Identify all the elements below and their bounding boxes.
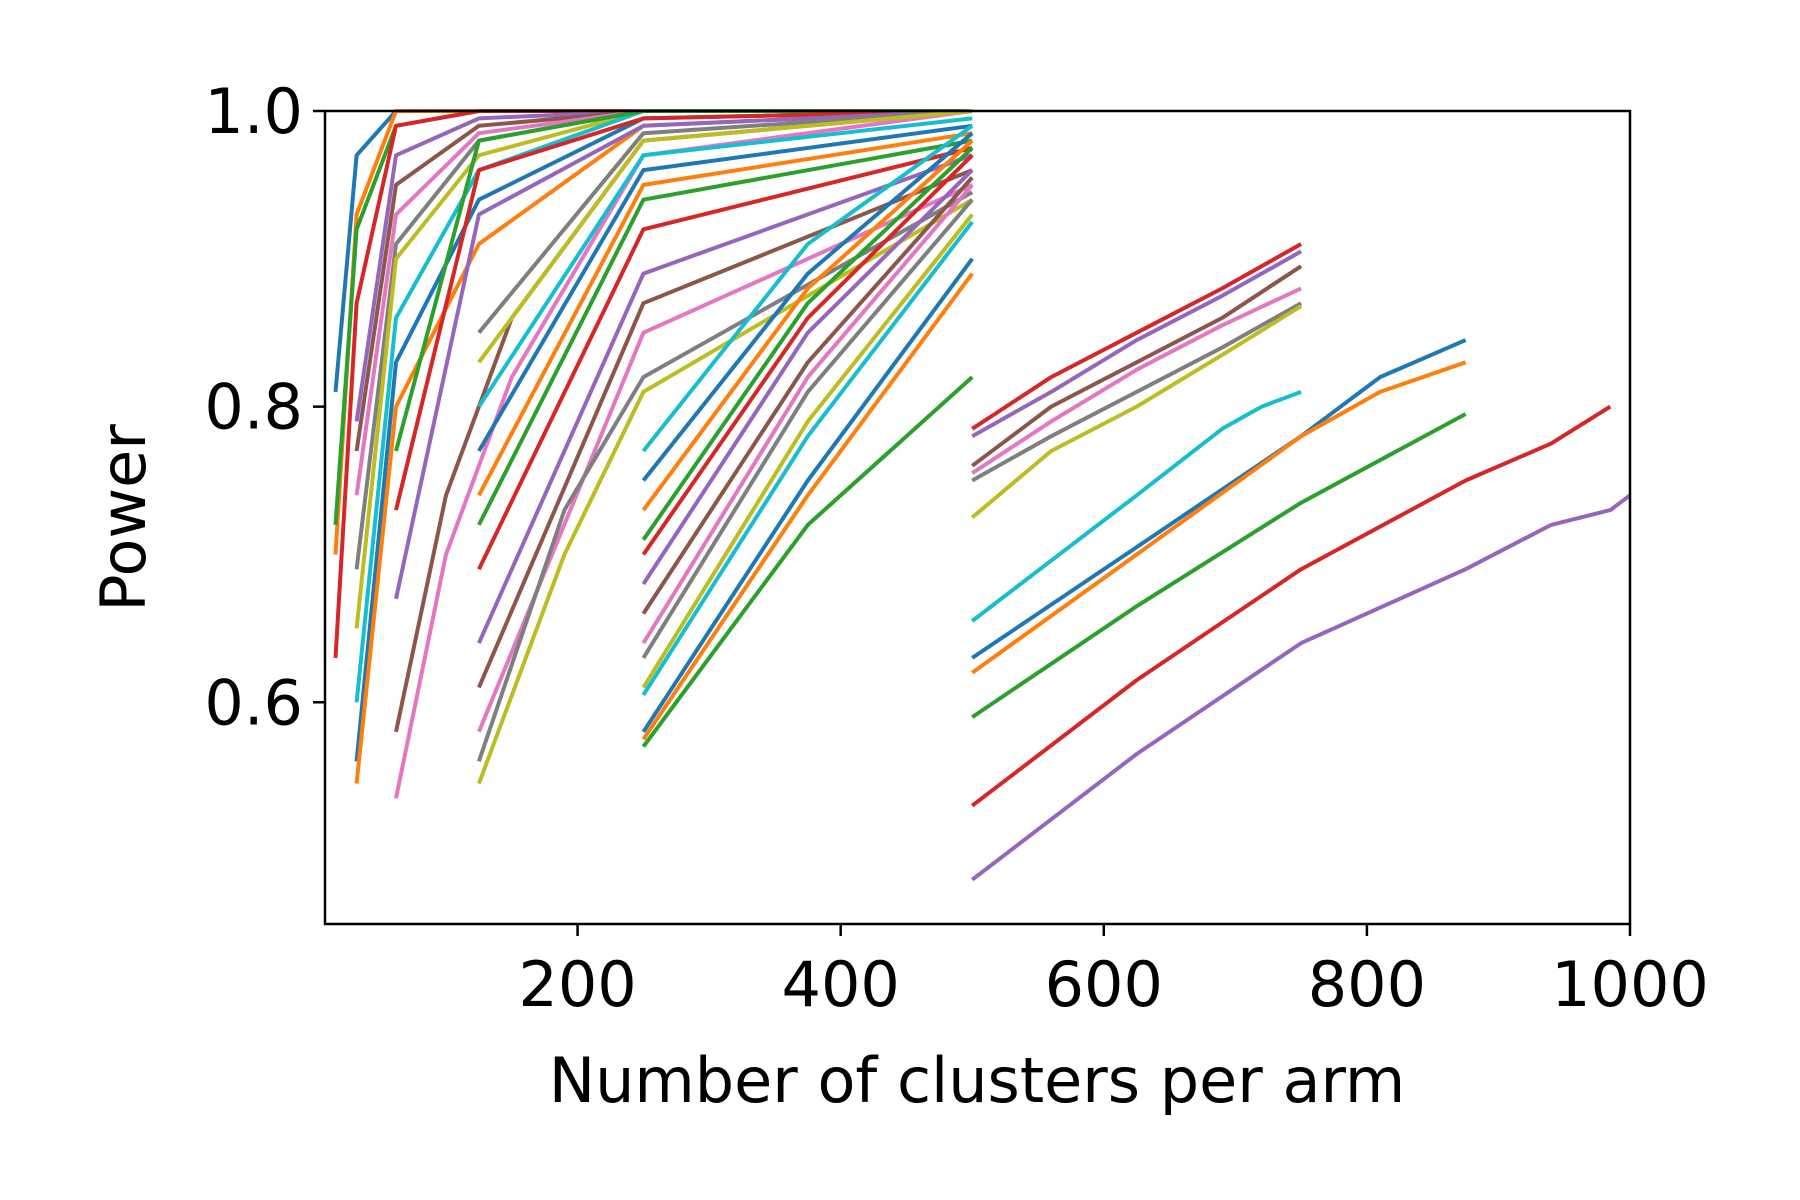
series-line-22 bbox=[477, 131, 973, 497]
y-axis-ticks: 0.6 0.8 1.0 bbox=[204, 75, 325, 739]
series-line-50 bbox=[970, 390, 1302, 623]
x-axis-title: Number of clusters per arm bbox=[549, 1044, 1406, 1117]
series-line-23 bbox=[477, 138, 973, 526]
series-line-53 bbox=[971, 412, 1467, 719]
series-line-42 bbox=[641, 272, 974, 741]
series-line-40 bbox=[641, 220, 974, 696]
series-line-45 bbox=[971, 249, 1303, 438]
series-line-49 bbox=[970, 304, 1303, 520]
series-line-26 bbox=[477, 168, 973, 689]
series-line-47 bbox=[971, 286, 1302, 475]
series-line-18 bbox=[477, 109, 973, 334]
series-line-41 bbox=[641, 257, 974, 733]
series-line-44 bbox=[971, 242, 1303, 431]
series-line-25 bbox=[477, 153, 973, 644]
x-axis-ticks: 200 400 600 800 1000 bbox=[518, 924, 1709, 1021]
series-line-52 bbox=[971, 360, 1467, 675]
series-line-37 bbox=[641, 183, 974, 645]
series-line-24 bbox=[477, 146, 973, 571]
series-line-28 bbox=[477, 190, 974, 763]
series-layer bbox=[333, 109, 1632, 882]
x-tick-label: 600 bbox=[1045, 948, 1163, 1021]
series-line-38 bbox=[641, 198, 974, 659]
series-line-14 bbox=[394, 109, 973, 511]
series-line-54 bbox=[970, 404, 1612, 808]
plot-frame bbox=[323, 109, 1632, 926]
series-line-33 bbox=[641, 146, 974, 541]
series-line-15 bbox=[394, 109, 973, 600]
series-line-36 bbox=[641, 176, 974, 615]
series-line-39 bbox=[641, 213, 974, 689]
series-line-32 bbox=[641, 139, 974, 512]
series-line-21 bbox=[477, 123, 973, 453]
series-line-35 bbox=[641, 168, 974, 586]
x-tick-label: 400 bbox=[782, 948, 900, 1021]
series-line-10 bbox=[354, 109, 973, 703]
series-line-31 bbox=[641, 131, 974, 482]
x-tick-label: 200 bbox=[518, 948, 636, 1021]
series-line-46 bbox=[971, 264, 1303, 468]
y-axis-title: Power bbox=[87, 424, 160, 612]
series-line-48 bbox=[971, 301, 1303, 483]
y-tick-label: 0.6 bbox=[204, 666, 303, 739]
series-line-30 bbox=[641, 124, 974, 453]
x-tick-label: 800 bbox=[1308, 948, 1426, 1021]
series-line-29 bbox=[477, 197, 974, 785]
y-tick-label: 0.8 bbox=[204, 371, 303, 444]
series-line-19 bbox=[477, 109, 973, 364]
series-line-17 bbox=[394, 109, 973, 799]
x-tick-label: 1000 bbox=[1551, 948, 1709, 1021]
series-line-34 bbox=[641, 153, 974, 556]
series-line-43 bbox=[641, 375, 974, 748]
y-tick-label: 1.0 bbox=[204, 75, 303, 148]
series-line-55 bbox=[970, 493, 1632, 882]
series-line-20 bbox=[477, 116, 973, 408]
